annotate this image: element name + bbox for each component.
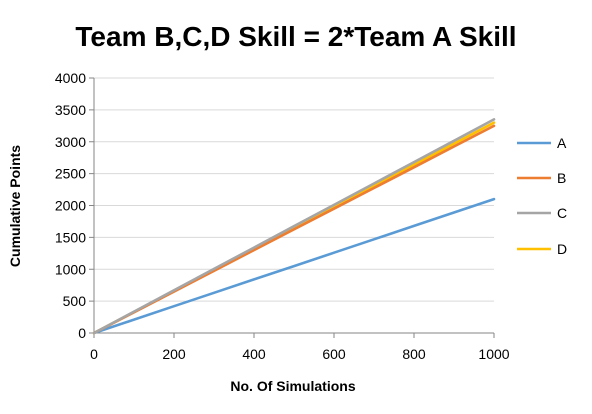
y-tick-label: 3500 — [55, 102, 86, 118]
y-tick-label: 2000 — [55, 198, 86, 214]
x-tick-label: 200 — [162, 346, 186, 362]
series-line-c — [92, 118, 496, 335]
gridlines — [94, 77, 494, 302]
chart-title: Team B,C,D Skill = 2*Team A Skill — [75, 21, 516, 52]
legend-label-a: A — [557, 135, 567, 151]
x-tick-label: 0 — [90, 346, 98, 362]
legend-label-c: C — [557, 205, 567, 221]
x-tick-label: 400 — [242, 346, 266, 362]
legend-label-d: D — [557, 241, 567, 257]
y-tick-label: 2500 — [55, 166, 86, 182]
x-axis-title: No. Of Simulations — [230, 378, 355, 394]
x-tick-label: 1000 — [478, 346, 509, 362]
legend-label-b: B — [557, 170, 566, 186]
x-tick-label: 800 — [402, 346, 426, 362]
y-tick-label: 1500 — [55, 229, 86, 245]
series-lines — [92, 118, 496, 335]
series-line-a — [92, 197, 496, 335]
axes: 0 500 1000 1500 2000 2500 3000 3500 4000 0 200 400 6… — [55, 70, 510, 362]
y-axis-title: Cumulative Points — [7, 145, 23, 267]
y-tick-label: 1000 — [55, 261, 86, 277]
y-tick-label: 4000 — [55, 70, 86, 86]
legend: A B C D — [517, 135, 567, 257]
y-tick-label: 500 — [63, 293, 87, 309]
x-tick-label: 600 — [322, 346, 346, 362]
y-tick-label: 3000 — [55, 134, 86, 150]
y-tick-label: 0 — [78, 325, 86, 341]
